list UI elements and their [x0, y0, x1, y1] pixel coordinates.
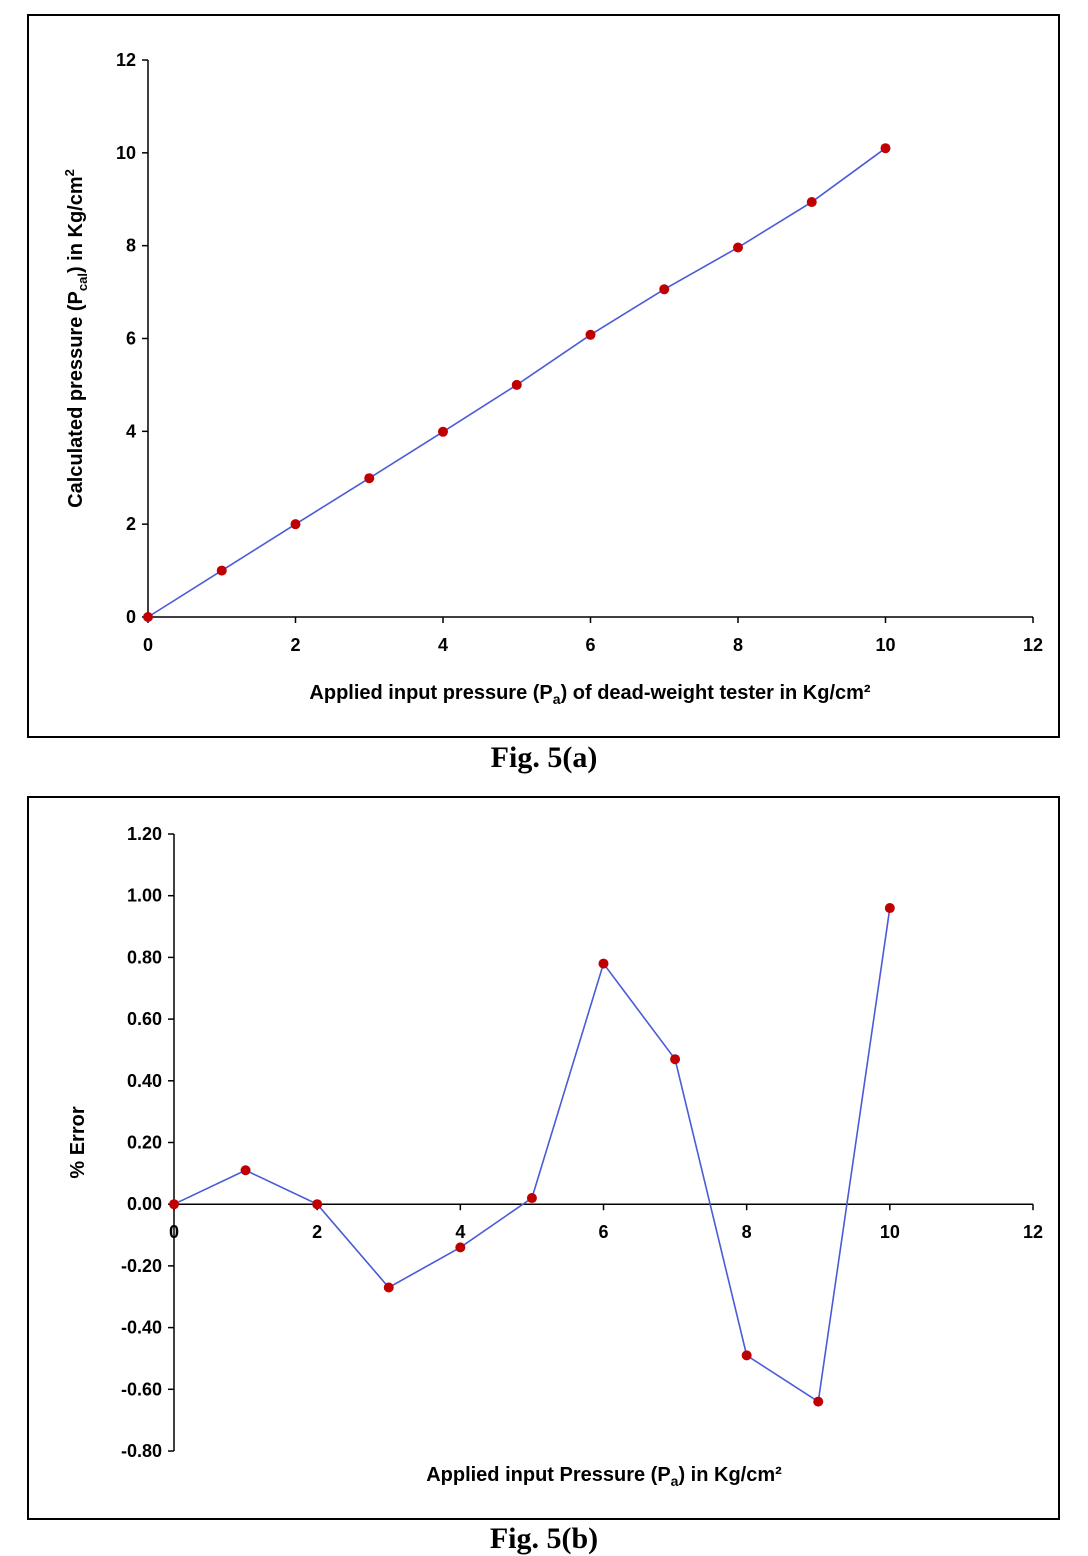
data-point — [659, 284, 670, 295]
x-tick-label: 8 — [742, 1222, 752, 1242]
y-tick-label: 10 — [116, 143, 136, 163]
x-tick-label: 0 — [169, 1222, 179, 1242]
x-tick-label: 0 — [143, 635, 153, 655]
y-tick-label: 0.20 — [127, 1133, 162, 1153]
data-point — [526, 1193, 537, 1204]
y-axis-title-sub: cal — [75, 273, 90, 291]
y-tick-label: -0.40 — [121, 1318, 162, 1338]
x-tick-label: 4 — [438, 635, 448, 655]
y-tick-label: -0.80 — [121, 1441, 162, 1461]
data-point — [240, 1165, 251, 1176]
y-axis-title: % Error — [67, 1106, 89, 1178]
figure-caption-b: Fig. 5(b) — [489, 1522, 599, 1555]
x-tick-label: 8 — [733, 635, 743, 655]
x-tick-label: 12 — [1023, 635, 1043, 655]
x-axis-title: Applied input Pressure (Pa) in Kg/cm² — [426, 1464, 782, 1489]
chart-b: -0.80 -0.60 -0.40 -0.20 0.00 0.20 0.40 0.60 0.80… — [67, 824, 1043, 1489]
x-axis-title: Applied input pressure (Pa) of dead-weig… — [309, 682, 871, 707]
y-tick-label: 0 — [126, 607, 136, 627]
data-point — [880, 143, 891, 154]
y-tick-label: 0.00 — [127, 1194, 162, 1214]
x-axis-title-sub: a — [553, 691, 561, 707]
data-point — [383, 1282, 394, 1293]
x-axis-title-suffix: ) in Kg/cm² — [678, 1464, 782, 1486]
y-axis-title-prefix: % Error — [67, 1106, 89, 1178]
data-point — [511, 379, 522, 390]
y-tick-label: 1.20 — [127, 824, 162, 844]
x-tick-label: 2 — [290, 635, 300, 655]
data-point — [143, 612, 153, 622]
y-tick-label: 1.00 — [127, 886, 162, 906]
series-line — [173, 907, 891, 1403]
data-point — [884, 903, 895, 914]
x-axis-title-sub: a — [671, 1473, 679, 1489]
y-tick-label: 4 — [126, 421, 136, 441]
y-axis-title-prefix: Calculated pressure (P — [65, 291, 87, 508]
data-point — [455, 1242, 466, 1253]
data-point — [670, 1054, 681, 1065]
data-point — [733, 242, 743, 253]
y-tick-label: -0.60 — [121, 1379, 162, 1399]
y-tick-label: 0.40 — [127, 1071, 162, 1091]
chart-a: 0 2 4 6 8 10 12 0 2 4 6 8 10 12 Applied input pressure… — [62, 50, 1043, 707]
x-axis-title-prefix: Applied input Pressure (P — [426, 1464, 670, 1486]
x-axis-title-suffix: ) of dead-weight tester in Kg/cm² — [561, 682, 871, 704]
y-tick-label: 8 — [126, 236, 136, 256]
y-tick-label: 12 — [116, 50, 136, 70]
x-tick-label: 10 — [875, 635, 895, 655]
chart-b-frame: -0.80 -0.60 -0.40 -0.20 0.00 0.20 0.40 0.60 0.80… — [27, 796, 1060, 1520]
data-point — [598, 958, 609, 969]
x-tick-label: 12 — [1023, 1222, 1043, 1242]
data-point — [364, 473, 375, 484]
data-point — [216, 565, 227, 576]
y-axis-title: Calculated pressure (Pcal) in Kg/cm2 — [62, 169, 90, 508]
x-tick-label: 10 — [880, 1222, 900, 1242]
x-tick-label: 6 — [585, 635, 595, 655]
y-tick-label: 0.60 — [127, 1009, 162, 1029]
x-tick-label: 4 — [455, 1222, 465, 1242]
y-axis-title-sup: 2 — [62, 169, 77, 176]
x-tick-label: 2 — [312, 1222, 322, 1242]
data-point — [806, 197, 817, 208]
chart-a-frame: 0 2 4 6 8 10 12 0 2 4 6 8 10 12 Applied input pressure… — [27, 14, 1060, 738]
data-point — [741, 1350, 752, 1361]
data-point — [290, 519, 301, 530]
x-tick-label: 6 — [598, 1222, 608, 1242]
y-tick-label: 0.80 — [127, 947, 162, 967]
y-tick-label: 6 — [126, 329, 136, 349]
y-tick-label: 2 — [126, 514, 136, 534]
y-axis-title-suffix: ) in Kg/cm — [65, 176, 87, 273]
data-point — [585, 329, 596, 340]
y-tick-label: -0.20 — [121, 1256, 162, 1276]
data-point — [312, 1199, 323, 1210]
data-point — [438, 426, 448, 437]
figure-caption-a: Fig. 5(a) — [490, 741, 598, 774]
x-axis-title-prefix: Applied input pressure (P — [309, 682, 552, 704]
data-point — [813, 1396, 824, 1407]
data-point — [169, 1199, 179, 1210]
